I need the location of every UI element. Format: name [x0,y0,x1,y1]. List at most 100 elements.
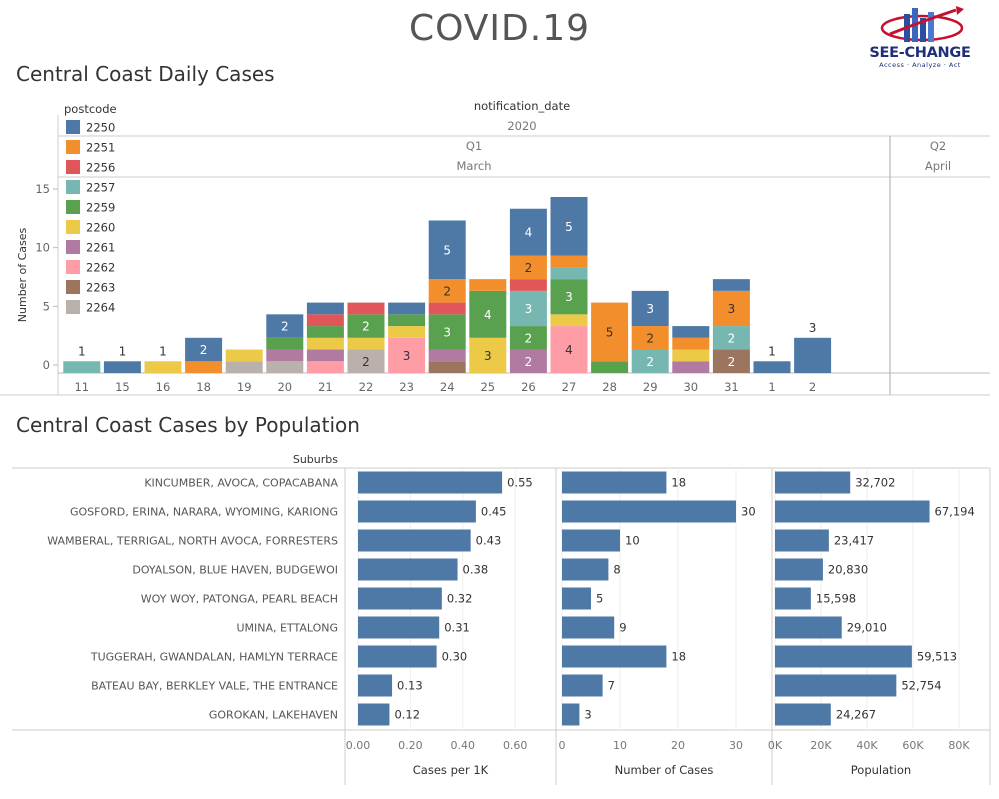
bar [775,645,912,668]
bar-value-label: 0.30 [442,650,468,664]
bar [358,471,503,494]
bar [562,471,667,494]
bar-data-label: 1 [78,344,86,358]
bar [358,703,390,726]
legend-label: 2250 [86,121,115,135]
suburb-label: UMINA, ETTALONG [236,622,338,635]
bar-data-label: 5 [606,325,614,339]
bar [358,616,440,639]
bar-segment [347,302,385,315]
x-tick-label: 80K [948,739,970,752]
suburb-label: GOROKAN, LAKEHAVEN [209,709,338,722]
population-chart: Suburbs KINCUMBER, AVOCA, COPACABANA GOSFO… [12,453,991,785]
bar-segment [185,361,223,373]
bar-value-label: 15,598 [816,592,856,606]
bar-value-label: 0.38 [463,563,489,577]
x-tick-label: 30 [729,739,743,752]
y-tick-label: 0 [43,358,50,372]
bar-data-label: 2 [200,343,208,357]
bar [562,645,667,668]
bar-segment [712,349,750,373]
see-change-logo-graphic [880,6,964,42]
bar-value-label: 0.32 [447,592,473,606]
x-tick-label: 0 [559,739,566,752]
bar-segment [672,326,710,338]
bar [562,587,591,610]
bar-segment [347,349,385,373]
x-tick-label: 0K [768,739,783,752]
bar-segment [306,314,344,327]
logo-tagline: Access · Analyze · Act [879,61,961,69]
x-tick-label: 31 [724,380,739,394]
bar-segment [550,314,588,327]
bar-value-label: 0.55 [507,476,533,490]
bar-data-label: 2 [646,355,654,369]
bar-value-label: 52,754 [901,679,941,693]
x-tick-label: 19 [237,380,252,394]
legend-swatch [66,300,80,314]
suburb-label: TUGGERAH, GWANDALAN, HAMLYN TERRACE [90,651,338,664]
bar-segment [712,326,750,350]
x-tick-label: 0.00 [346,739,371,752]
bar-segment [591,361,629,373]
bar [358,500,476,523]
x-tick-label: 24 [440,380,455,394]
bar-value-label: 32,702 [855,476,895,490]
x-tick-label: 0.20 [398,739,423,752]
x-tick-label: 20K [810,739,832,752]
bar-data-label: 1 [768,344,776,358]
x-tick-label: 22 [359,380,374,394]
suburb-label: WAMBERAL, TERRIGAL, NORTH AVOCA, FORREST… [47,535,338,548]
x-tick-label: 11 [74,380,89,394]
bar [775,558,823,581]
bar-value-label: 20,830 [828,563,868,577]
quarter-label-q1: Q1 [466,139,482,153]
bar-segment [631,326,669,350]
x-tick-label: 0.40 [451,739,476,752]
bar [775,529,829,552]
legend-swatch [66,200,80,214]
bar [358,674,393,697]
bar-segment [388,326,426,338]
bar-segment [103,361,141,373]
quarter-label-q2: Q2 [930,139,946,153]
x-tick-label: 29 [643,380,658,394]
bar [562,703,580,726]
bar-segment [266,314,304,338]
y-tick-label: 10 [35,241,50,255]
bar-value-label: 0.45 [481,505,507,519]
bar-segment [550,267,588,280]
bar-segment [225,361,263,373]
x-tick-label: 21 [318,380,333,394]
bar-segment [266,337,304,350]
bar-data-label: 2 [362,320,370,334]
bar-data-label: 3 [443,325,451,339]
legend-label: 2256 [86,161,115,175]
bar-segment [347,337,385,350]
bar [775,703,831,726]
legend-label: 2259 [86,201,115,215]
x-tick-label: 60K [902,739,924,752]
bar-segment [550,279,588,315]
bar-value-label: 67,194 [935,505,975,519]
page-title: COVID.19 [408,8,591,49]
legend-label: 2262 [86,261,115,275]
bar-segment [185,337,223,362]
legend-swatch [66,140,80,154]
bar-segment [428,361,466,373]
column-header: notification_date [474,99,570,113]
bar-value-label: 23,417 [834,534,874,548]
bar-segment [631,290,669,327]
bar-data-label: 1 [119,344,127,358]
bar-segment [550,326,588,373]
bar-segment [63,361,101,373]
daily-cases-title: Central Coast Daily Cases [16,62,275,86]
bar-segment [388,314,426,327]
suburb-label: DOYALSON, BLUE HAVEN, BUDGEWOI [132,564,338,577]
bar-data-label: 2 [281,320,289,334]
bar [775,674,897,697]
x-tick-label: 1 [768,380,775,394]
bar [562,529,620,552]
bar-segment [428,279,466,303]
legend-label: 2260 [86,221,115,235]
